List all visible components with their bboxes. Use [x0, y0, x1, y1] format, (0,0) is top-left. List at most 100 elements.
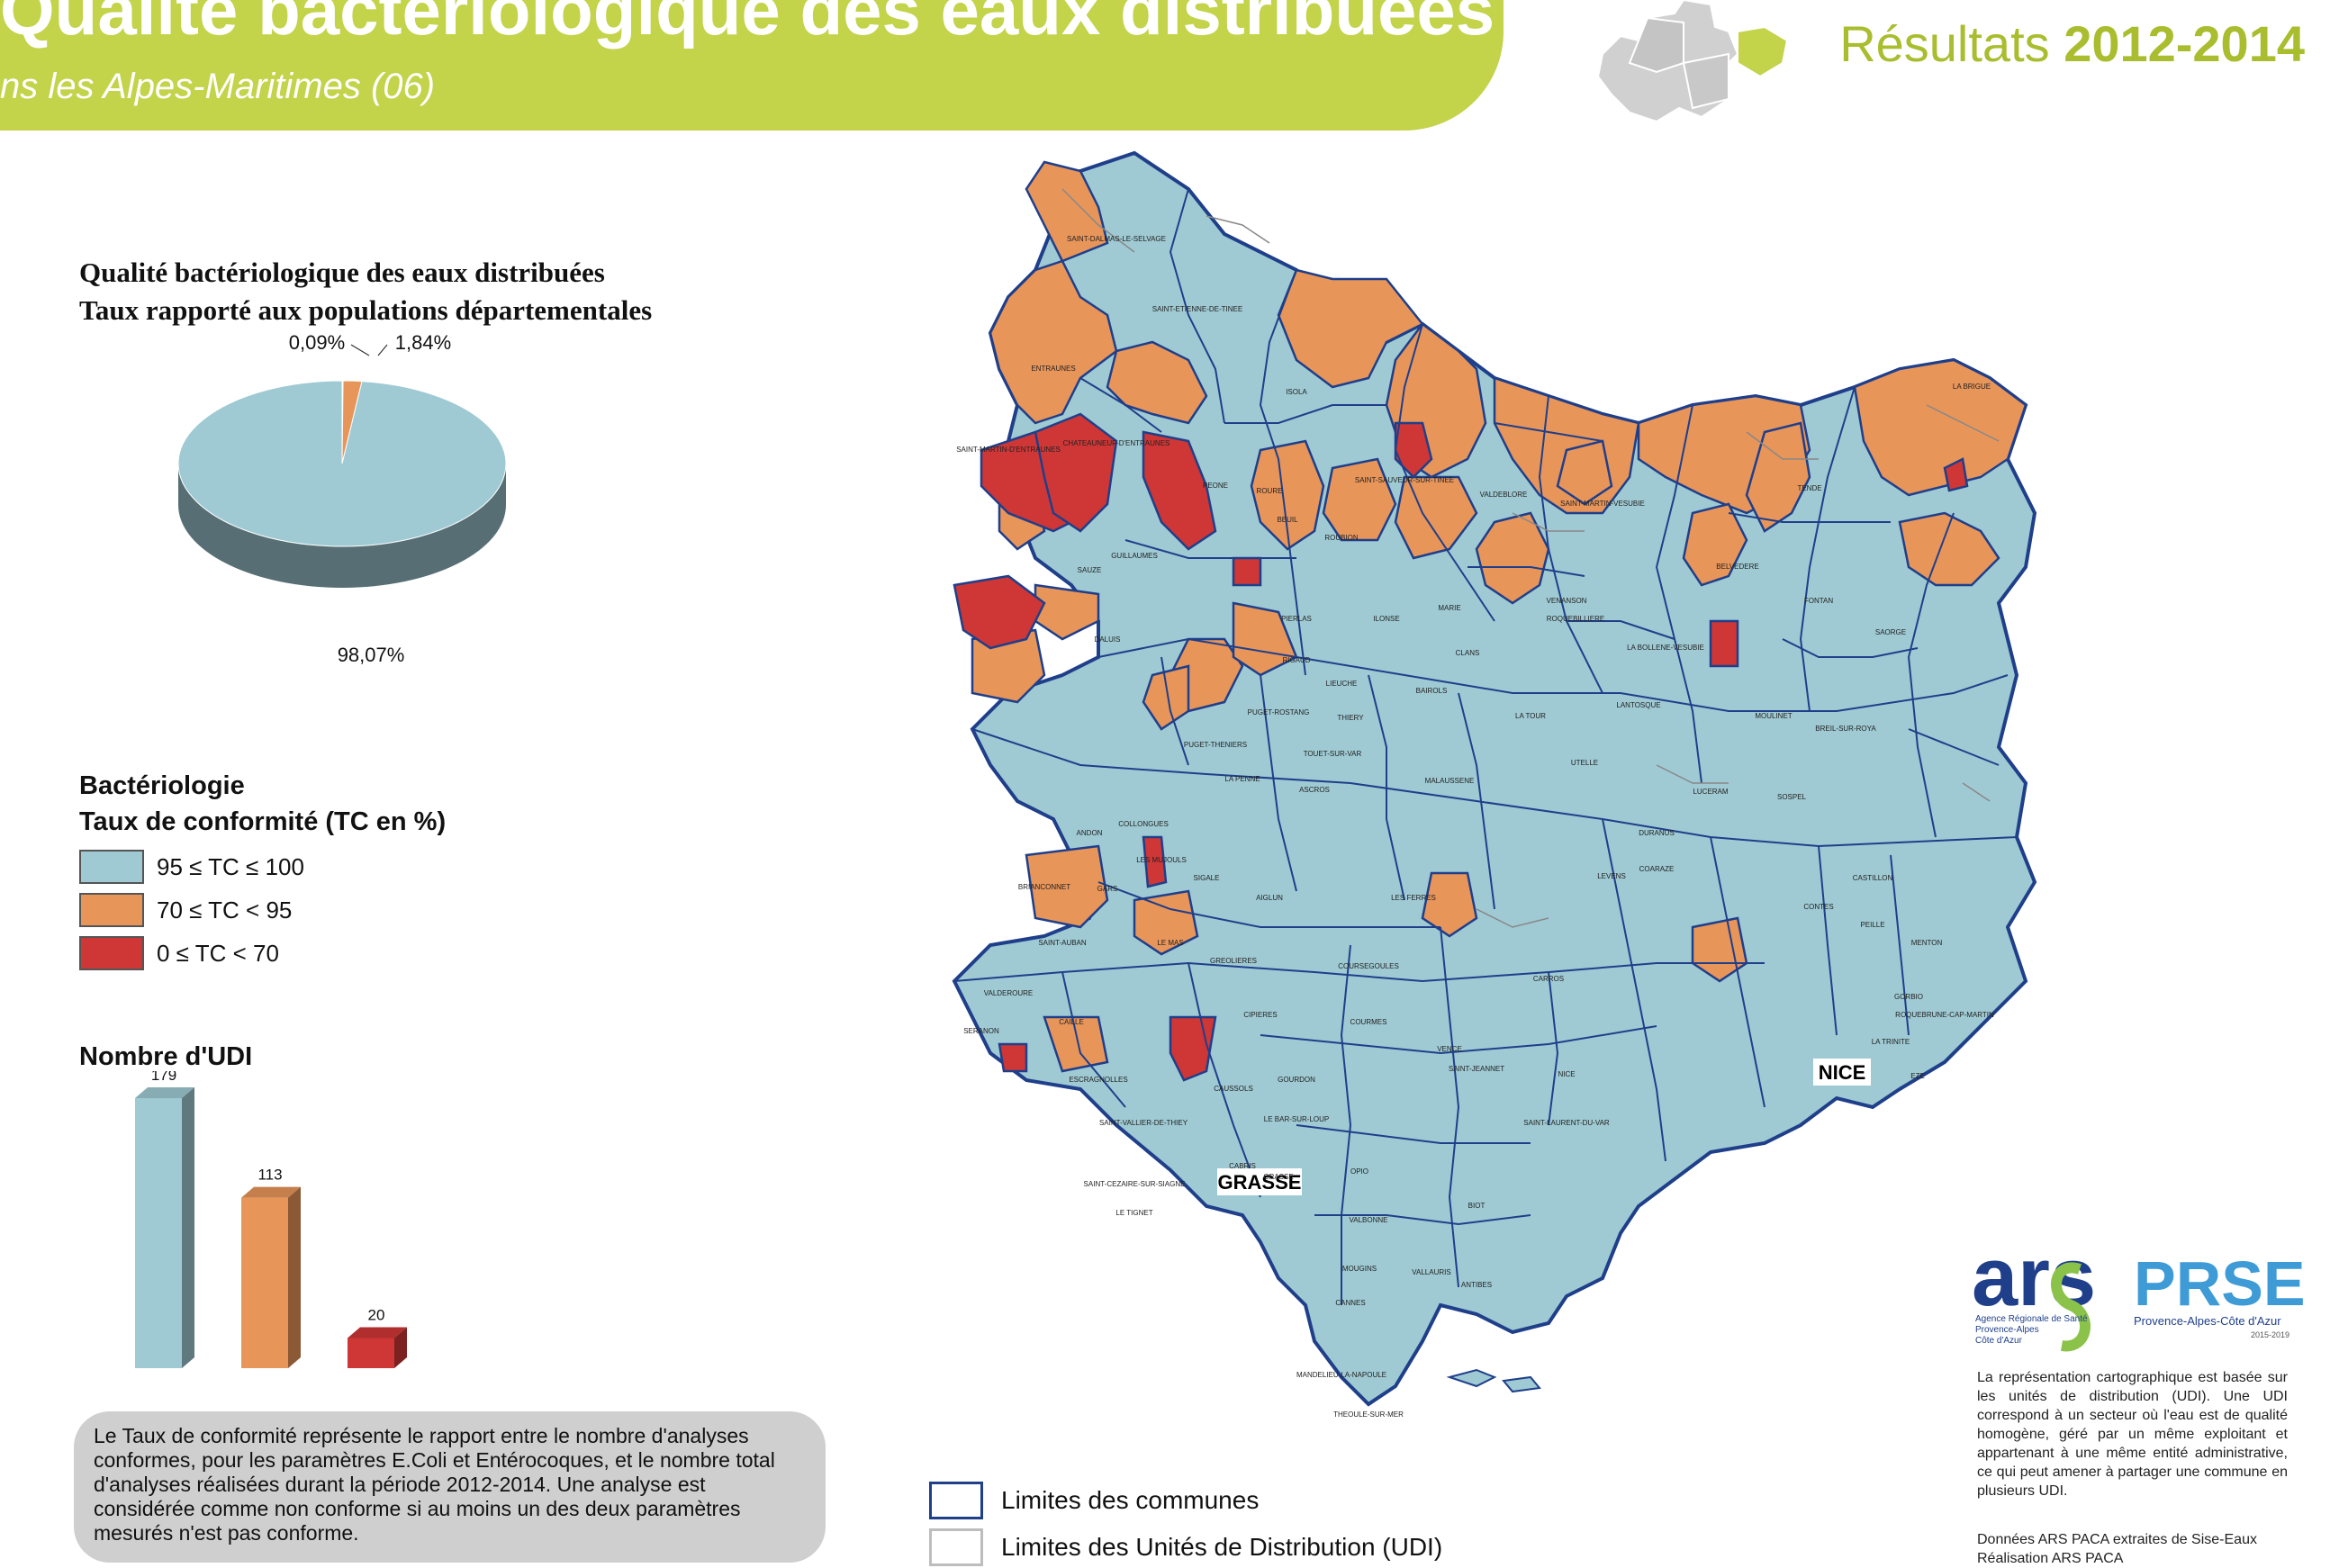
commune-label: MANDELIEU-LA-NAPOULE — [1296, 1371, 1386, 1379]
map-legend-communes-label: Limites des communes — [1001, 1486, 1260, 1514]
commune-label: VALDEROURE — [984, 989, 1034, 997]
city-label-nice: NICE — [1819, 1061, 1866, 1084]
map-legend-communes: Limites des communes — [929, 1482, 1259, 1519]
legend-item-low: 0 ≤ TC < 70 — [79, 934, 279, 972]
commune-label: CONTES — [1803, 903, 1833, 911]
commune-label: CLANS — [1456, 649, 1480, 657]
udi-bar-chart: 179 113 20 — [135, 1071, 407, 1368]
commune-label: MENTON — [1911, 939, 1943, 947]
legend-title-line1: Bactériologie — [79, 771, 245, 800]
pie-title-line2: Taux rapporté aux populations départemen… — [79, 294, 653, 326]
commune-label: PUGET-ROSTANG — [1248, 708, 1310, 716]
udi-bar-top — [348, 1327, 407, 1338]
pie-label-medium: 1,84% — [395, 331, 451, 354]
map-commune-labels: SAINT-DALMAS-LE-SELVAGE SAINT-ETIENNE-DE-… — [956, 235, 1994, 1419]
pie-leader-low — [350, 344, 370, 356]
commune-label: GRASSE — [1263, 1173, 1293, 1181]
commune-label: VENANSON — [1547, 597, 1587, 605]
udi-bar-1 — [241, 1197, 288, 1368]
legend-title-line2: Taux de conformité (TC en %) — [79, 807, 447, 836]
commune-label: THEOULE-SUR-MER — [1333, 1410, 1404, 1419]
commune-label: SAINT-ETIENNE-DE-TINEE — [1152, 305, 1242, 313]
pie-leader-medium — [377, 344, 388, 356]
commune-label: SIGALE — [1194, 874, 1220, 882]
legend-item-high: 95 ≤ TC ≤ 100 — [79, 848, 304, 886]
commune-label: LA BOLLENE-VESUBIE — [1627, 644, 1704, 652]
pie-chart: 98,07% 1,84% 0,09% — [177, 331, 507, 666]
map-legend-udi: Limites des Unités de Distribution (UDI) — [929, 1528, 1442, 1566]
commune-label: LA BRIGUE — [1953, 383, 1991, 391]
pie-title-line1: Qualité bactériologique des eaux distrib… — [79, 257, 605, 288]
commune-label: SAUZE — [1078, 566, 1102, 574]
commune-label: RIGAUD — [1282, 656, 1310, 664]
commune-label: SAINT-AUBAN — [1038, 939, 1087, 947]
commune-label: SAINT-SAUVEUR-SUR-TINEE — [1355, 476, 1454, 484]
map-city-labels: NICE GRASSE — [1217, 1059, 1871, 1195]
udi-bar-value: 20 — [368, 1306, 385, 1323]
commune-label: COARAZE — [1639, 865, 1675, 873]
page-title: Qualité bactériologique des eaux distrib… — [0, 0, 1495, 50]
commune-label: SAINT-VALLIER-DE-THIEY — [1099, 1119, 1188, 1127]
footer-logos: ars Agence Régionale de Santé Provence-A… — [1972, 1242, 2305, 1352]
legend-swatch — [79, 850, 144, 884]
legend-swatch — [79, 893, 144, 927]
commune-label: CANNES — [1335, 1299, 1365, 1307]
commune-label: LE TIGNET — [1115, 1209, 1152, 1217]
commune-label: ASCROS — [1299, 786, 1330, 794]
commune-label: ROQUEBILLIERE — [1547, 615, 1604, 623]
commune-label: CIPIERES — [1243, 1011, 1277, 1019]
commune-label: CABRIS — [1229, 1162, 1256, 1170]
commune-label: BEUIL — [1277, 516, 1298, 524]
prse-logo-years: 2015-2019 — [2251, 1330, 2289, 1339]
udi-bar-top — [241, 1186, 301, 1198]
commune-label: FONTAN — [1804, 597, 1834, 605]
commune-label: MARIE — [1438, 604, 1460, 612]
commune-label: SAINT-JEANNET — [1449, 1065, 1504, 1073]
commune-label: GARS — [1097, 885, 1118, 893]
commune-label: LA PENNE — [1224, 775, 1260, 783]
pie-slice-0 — [177, 380, 507, 547]
commune-label: AIGLUN — [1256, 894, 1283, 902]
commune-label: MALAUSSENE — [1425, 777, 1475, 785]
commune-label: LE MAS — [1157, 939, 1183, 947]
pie-title: Qualité bactériologique des eaux distrib… — [79, 254, 652, 329]
grasse-label-bg — [1217, 1168, 1302, 1195]
udi-boundary-swatch — [929, 1528, 983, 1566]
commune-label: CASTILLON — [1853, 874, 1893, 882]
page-subtitle: ns les Alpes-Maritimes (06) — [0, 67, 436, 106]
commune-label: SAINT-MARTIN-VESUBIE — [1560, 500, 1645, 508]
map-udi-borders — [1061, 188, 2000, 928]
commune-label: GREOLIERES — [1210, 957, 1257, 965]
pie-label-low: 0,09% — [289, 331, 345, 354]
prse-logo-text: PRSE — [2134, 1248, 2305, 1319]
commune-label: COURMES — [1350, 1018, 1387, 1026]
commune-label: BAIROLS — [1416, 687, 1448, 695]
udi-definition-text: La représentation cartographique est bas… — [1977, 1370, 2288, 1499]
udi-bar-2 — [348, 1338, 394, 1368]
commune-label: MOUGINS — [1342, 1265, 1377, 1273]
commune-label: DALUIS — [1095, 635, 1121, 644]
commune-label: BREIL-SUR-ROYA — [1815, 725, 1876, 733]
commune-label: TENDE — [1797, 484, 1821, 492]
commune-label: DURANUS — [1639, 829, 1675, 837]
commune-label: LES MUJOULS — [1136, 856, 1187, 864]
commune-label: GOURDON — [1278, 1076, 1315, 1084]
commune-label: ENTRAUNES — [1031, 365, 1075, 373]
commune-label: SAINT-DALMAS-LE-SELVAGE — [1067, 235, 1166, 243]
results-period: Résultats 2012-2014 — [1839, 14, 2305, 73]
commune-label: ROQUEBRUNE-CAP-MARTIN — [1895, 1011, 1994, 1019]
legend-label: 0 ≤ TC < 70 — [157, 939, 279, 967]
data-credits: Données ARS PACA extraites de Sise-Eaux … — [1977, 1530, 2257, 1568]
commune-label: ANDON — [1077, 829, 1103, 837]
commune-label: CAILLE — [1059, 1018, 1084, 1026]
nice-label-bg — [1813, 1059, 1871, 1086]
period-prefix: Résultats — [1839, 15, 2064, 72]
commune-label: PUGET-THENIERS — [1184, 741, 1247, 749]
commune-label: SOSPEL — [1777, 793, 1807, 801]
commune-label: VENCE — [1437, 1045, 1462, 1053]
udi-title: Nombre d'UDI — [79, 1042, 253, 1071]
commune-label: SAINT-LAURENT-DU-VAR — [1523, 1119, 1610, 1127]
commune-label: LANTOSQUE — [1616, 701, 1660, 709]
commune-label: LA TRINITE — [1872, 1038, 1910, 1046]
udi-bar-value: 179 — [151, 1071, 176, 1084]
